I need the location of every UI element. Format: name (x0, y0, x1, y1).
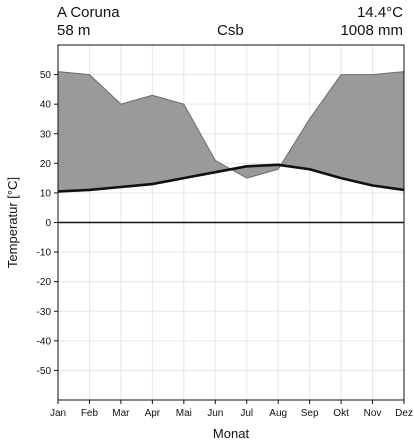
x-tick-label: Jul (240, 408, 253, 419)
y-tick-label: -20 (37, 277, 52, 288)
y-tick-label: 10 (40, 188, 52, 199)
x-tick-label: Jan (50, 408, 66, 419)
x-tick-label: Feb (81, 408, 99, 419)
x-tick-label: Okt (333, 408, 349, 419)
y-tick-label: 20 (40, 159, 52, 170)
mean-temperature: 14.4°C (356, 4, 403, 21)
x-tick-label: Mar (112, 408, 130, 419)
y-tick-label: -50 (37, 366, 52, 377)
y-tick-label: 40 (40, 100, 52, 111)
x-tick-label: Nov (364, 408, 382, 419)
x-tick-label: Sep (301, 408, 319, 419)
annual-precipitation: 1008 mm (340, 22, 403, 39)
y-tick-label: 30 (40, 129, 52, 140)
x-tick-label: Dez (395, 408, 413, 419)
y-tick-label: -10 (37, 248, 52, 259)
x-axis-label: Monat (213, 426, 250, 441)
y-tick-label: 0 (45, 218, 51, 229)
x-tick-label: Apr (145, 408, 161, 419)
station-altitude: 58 m (57, 22, 91, 39)
x-tick-label: Aug (269, 408, 287, 419)
precipitation-area (58, 71, 404, 192)
x-tick-label: Jun (207, 408, 223, 419)
y-axis-label: Temperatur [°C] (5, 177, 20, 268)
temperature-line (57, 163, 405, 193)
station-name: A Coruna (57, 4, 120, 21)
x-tick-label: Mai (176, 408, 192, 419)
y-tick-label: -40 (37, 336, 52, 347)
y-tick-label: 50 (40, 70, 52, 81)
climate-class: Csb (217, 22, 244, 39)
y-tick-label: -30 (37, 307, 52, 318)
